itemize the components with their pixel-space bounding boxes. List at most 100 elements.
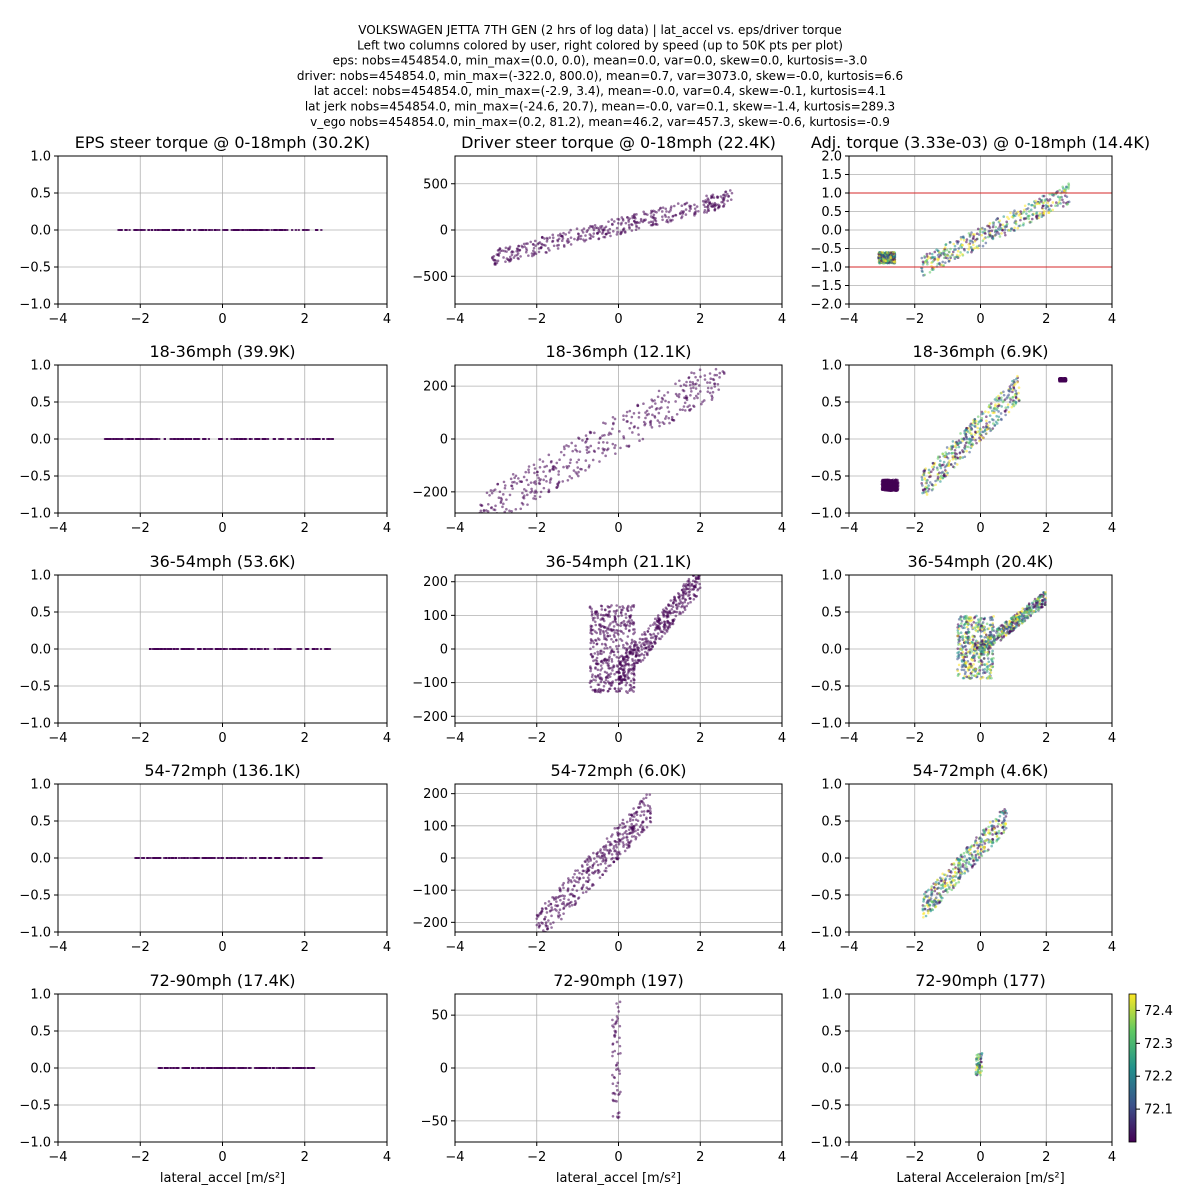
- scatter-point: [326, 648, 329, 650]
- scatter-point: [569, 228, 572, 232]
- suptitle-line: lat accel: nobs=454854.0, min_max=(-2.9,…: [314, 84, 887, 98]
- scatter-point: [597, 237, 600, 241]
- scatter-point: [243, 438, 246, 440]
- scatter-point: [624, 683, 628, 687]
- scatter-point: [684, 208, 688, 211]
- scatter-point: [1004, 233, 1007, 237]
- scatter-point: [508, 245, 512, 249]
- scatter-point: [188, 229, 191, 231]
- scatter-point: [585, 439, 588, 443]
- scatter-point: [538, 466, 542, 469]
- scatter-point: [611, 620, 615, 624]
- scatter-point: [622, 673, 626, 677]
- scatter-point: [672, 601, 675, 605]
- scatter-point: [981, 430, 984, 434]
- scatter-point: [619, 624, 622, 628]
- scatter-point: [158, 438, 161, 440]
- scatter-point: [588, 430, 592, 434]
- scatter-point: [569, 236, 573, 239]
- scatter-point: [551, 467, 554, 471]
- scatter-point: [494, 504, 497, 508]
- scatter-point: [932, 463, 936, 467]
- scatter-point: [984, 432, 988, 436]
- scatter-point: [631, 640, 634, 644]
- scatter-point: [597, 441, 601, 444]
- scatter-point: [962, 235, 965, 239]
- scatter-point: [1059, 202, 1062, 205]
- scatter-point: [594, 623, 598, 627]
- scatter-point: [1002, 390, 1005, 394]
- scatter-point: [256, 438, 259, 440]
- scatter-point: [685, 201, 689, 205]
- scatter-point: [579, 234, 583, 238]
- scatter-point: [532, 481, 536, 484]
- scatter-point: [602, 684, 606, 688]
- scatter-point: [998, 219, 1002, 222]
- scatter-point: [1046, 205, 1050, 209]
- scatter-point: [953, 455, 957, 459]
- scatter-point: [601, 661, 605, 665]
- subplot-1-0: −4 −2 0 2 4−1.0−0.50.00.51.018-36mph (39.9K): [19, 342, 391, 536]
- scatter-point: [965, 238, 969, 241]
- scatter-point: [511, 473, 515, 476]
- scatter-point: [965, 636, 969, 640]
- x-tick-label: 2: [301, 312, 309, 327]
- scatter-point: [974, 674, 977, 678]
- scatter-point: [991, 225, 995, 229]
- scatter-point: [696, 570, 699, 573]
- scatter-point: [186, 648, 189, 650]
- scatter-point: [970, 428, 974, 431]
- scatter-point: [959, 622, 963, 625]
- scatter-point: [167, 648, 171, 650]
- scatter-point: [494, 517, 497, 520]
- figure-suptitle: VOLKSWAGEN JETTA 7TH GEN (2 hrs of log d…: [297, 23, 903, 129]
- scatter-point: [273, 438, 276, 440]
- scatter-point: [613, 446, 616, 450]
- scatter-point: [666, 626, 670, 629]
- scatter-point: [941, 260, 945, 264]
- scatter-point: [556, 239, 560, 243]
- scatter-point: [945, 446, 949, 449]
- scatter-point: [307, 648, 310, 650]
- scatter-point: [693, 397, 696, 400]
- scatter-point: [688, 409, 691, 412]
- scatter-point: [512, 256, 516, 259]
- scatter-point: [980, 233, 984, 237]
- scatter-point: [981, 676, 985, 679]
- scatter-point: [493, 508, 497, 512]
- scatter-point: [1011, 402, 1014, 406]
- scatter-point: [618, 605, 622, 609]
- scatter-point: [879, 252, 883, 255]
- scatter-point: [494, 263, 497, 266]
- scatter-point: [591, 235, 595, 238]
- scatter-point: [925, 493, 929, 496]
- scatter-point: [548, 236, 552, 239]
- scatter-point: [963, 455, 967, 459]
- scatter-point: [1038, 197, 1041, 201]
- scatter-point: [591, 645, 595, 649]
- scatter-point: [700, 402, 703, 406]
- scatter-point: [978, 230, 982, 234]
- scatter-point: [989, 665, 993, 668]
- scatter-point: [650, 209, 653, 213]
- scatter-point: [975, 441, 978, 445]
- scatter-point: [997, 418, 1000, 422]
- scatter-point: [1017, 214, 1021, 217]
- scatter-point: [208, 229, 211, 231]
- scatter-point: [572, 469, 576, 472]
- scatter-point: [978, 669, 981, 672]
- scatter-point: [635, 643, 639, 647]
- scatter-point: [613, 615, 617, 618]
- scatter-point: [594, 638, 597, 642]
- scatter-point: [305, 229, 308, 231]
- scatter-point: [967, 441, 971, 445]
- scatter-point: [589, 647, 592, 651]
- scatter-point: [975, 646, 979, 650]
- scatter-point: [279, 648, 282, 650]
- scatter-point: [649, 633, 653, 637]
- scatter-point: [1026, 207, 1030, 210]
- scatter-point: [963, 615, 967, 618]
- scatter-point: [958, 624, 961, 628]
- scatter-point: [608, 687, 612, 691]
- scatter-point: [124, 438, 127, 440]
